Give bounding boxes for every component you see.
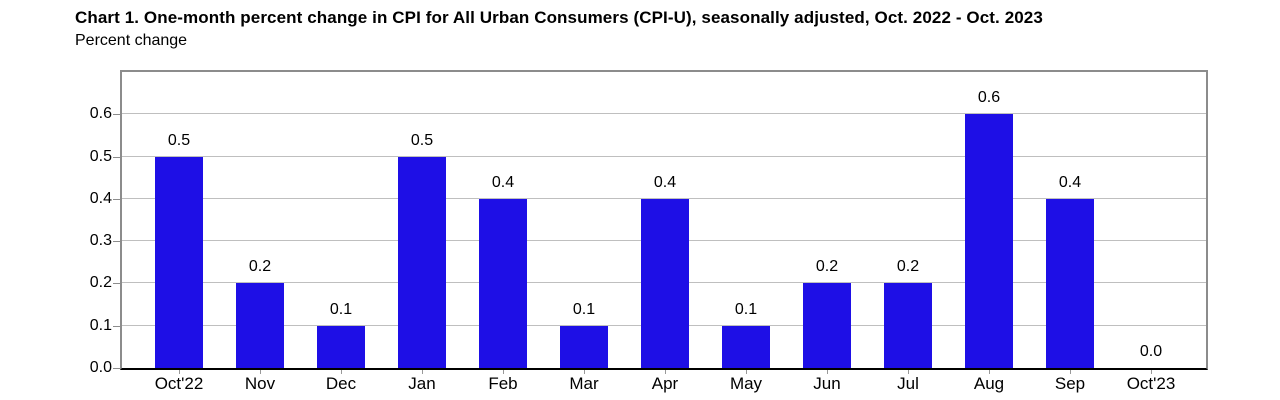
y-tick-mark bbox=[113, 325, 120, 327]
bar-value-label-Oct'23: 0.0 bbox=[1139, 343, 1163, 360]
bar-May bbox=[722, 325, 770, 368]
gridline-0.4 bbox=[122, 197, 1206, 199]
x-tick-label-Aug: Aug bbox=[973, 374, 1005, 393]
bar-value-label-Jan: 0.5 bbox=[410, 131, 434, 149]
bar-value-label-Mar: 0.1 bbox=[572, 300, 596, 318]
x-tick-label-Apr: Apr bbox=[651, 374, 679, 393]
bar-Mar bbox=[560, 325, 608, 368]
chart-title: Chart 1. One-month percent change in CPI… bbox=[75, 8, 1043, 27]
gridline-0.6 bbox=[122, 113, 1206, 115]
x-tick-label-Oct'22: Oct'22 bbox=[154, 374, 204, 393]
bar-Nov bbox=[236, 283, 284, 368]
y-tick-mark bbox=[113, 368, 120, 369]
x-tick-mark bbox=[827, 370, 828, 374]
x-tick-label-May: May bbox=[729, 374, 763, 393]
y-tick-label-0.2: 0.2 bbox=[89, 274, 112, 292]
bar-Apr bbox=[641, 198, 689, 368]
bar-value-label-Jun: 0.2 bbox=[815, 258, 839, 276]
x-tick-mark bbox=[503, 370, 504, 374]
gridline-0.5 bbox=[122, 155, 1206, 157]
x-tick-label-Nov: Nov bbox=[244, 374, 276, 393]
plot-inner: 0.5 0.2 0.1 0.5 0.4 0.1 0.4 0.1 0.2 0.2 0.6 0.4 0.0 bbox=[122, 72, 1206, 368]
bar-value-label-Aug: 0.6 bbox=[977, 89, 1001, 107]
x-tick-label-Oct'23: Oct'23 bbox=[1126, 374, 1176, 393]
bar-Jan bbox=[398, 156, 446, 368]
x-tick-label-Mar: Mar bbox=[569, 374, 599, 393]
bar-Jun bbox=[803, 283, 851, 368]
y-tick-label-0.1: 0.1 bbox=[89, 316, 112, 334]
bar-Feb bbox=[479, 198, 527, 368]
y-tick-label-0.0: 0.0 bbox=[89, 359, 112, 376]
bar-Dec bbox=[317, 325, 365, 368]
bar-value-label-Dec: 0.1 bbox=[329, 300, 353, 318]
bar-Oct'22 bbox=[155, 156, 203, 368]
x-tick-label-Jun: Jun bbox=[813, 374, 841, 393]
y-tick-label-0.4: 0.4 bbox=[89, 189, 112, 207]
bar-Jul bbox=[884, 283, 932, 368]
x-tick-mark bbox=[1070, 370, 1071, 374]
bar-value-label-May: 0.1 bbox=[734, 300, 758, 318]
bar-value-label-Nov: 0.2 bbox=[248, 258, 272, 276]
x-tick-mark bbox=[1151, 370, 1152, 374]
y-tick-mark bbox=[113, 198, 120, 200]
x-tick-mark bbox=[422, 370, 423, 374]
x-tick-mark bbox=[584, 370, 585, 374]
y-tick-label-0.6: 0.6 bbox=[89, 105, 112, 123]
x-tick-mark bbox=[260, 370, 261, 374]
x-tick-label-Sep: Sep bbox=[1054, 374, 1086, 393]
x-tick-mark bbox=[341, 370, 342, 374]
bar-value-label-Sep: 0.4 bbox=[1058, 173, 1082, 191]
x-tick-mark bbox=[746, 370, 747, 374]
x-tick-mark bbox=[908, 370, 909, 374]
y-axis-caption: Percent change bbox=[75, 32, 188, 49]
y-tick-mark bbox=[113, 241, 120, 243]
bar-value-label-Feb: 0.4 bbox=[491, 173, 515, 191]
y-tick-label-0.3: 0.3 bbox=[89, 232, 112, 250]
x-tick-label-Feb: Feb bbox=[488, 374, 518, 393]
x-tick-label-Jan: Jan bbox=[408, 374, 436, 393]
y-tick-mark bbox=[113, 156, 120, 158]
x-tick-mark bbox=[665, 370, 666, 374]
bar-value-label-Oct'22: 0.5 bbox=[167, 131, 191, 149]
x-tick-mark bbox=[179, 370, 180, 374]
x-tick-mark bbox=[989, 370, 990, 374]
plot-area: 0.5 0.2 0.1 0.5 0.4 0.1 0.4 0.1 0.2 0.2 0.6 0.4 0.0 bbox=[120, 70, 1208, 370]
x-tick-label-Jul: Jul bbox=[897, 374, 919, 393]
bar-value-label-Apr: 0.4 bbox=[653, 173, 677, 191]
y-tick-label-0.5: 0.5 bbox=[89, 147, 112, 165]
bar-Aug bbox=[965, 114, 1013, 368]
y-tick-mark bbox=[113, 114, 120, 116]
y-tick-mark bbox=[113, 283, 120, 285]
bar-Sep bbox=[1046, 198, 1094, 368]
x-tick-label-Dec: Dec bbox=[325, 374, 357, 393]
bar-value-label-Jul: 0.2 bbox=[896, 258, 920, 276]
